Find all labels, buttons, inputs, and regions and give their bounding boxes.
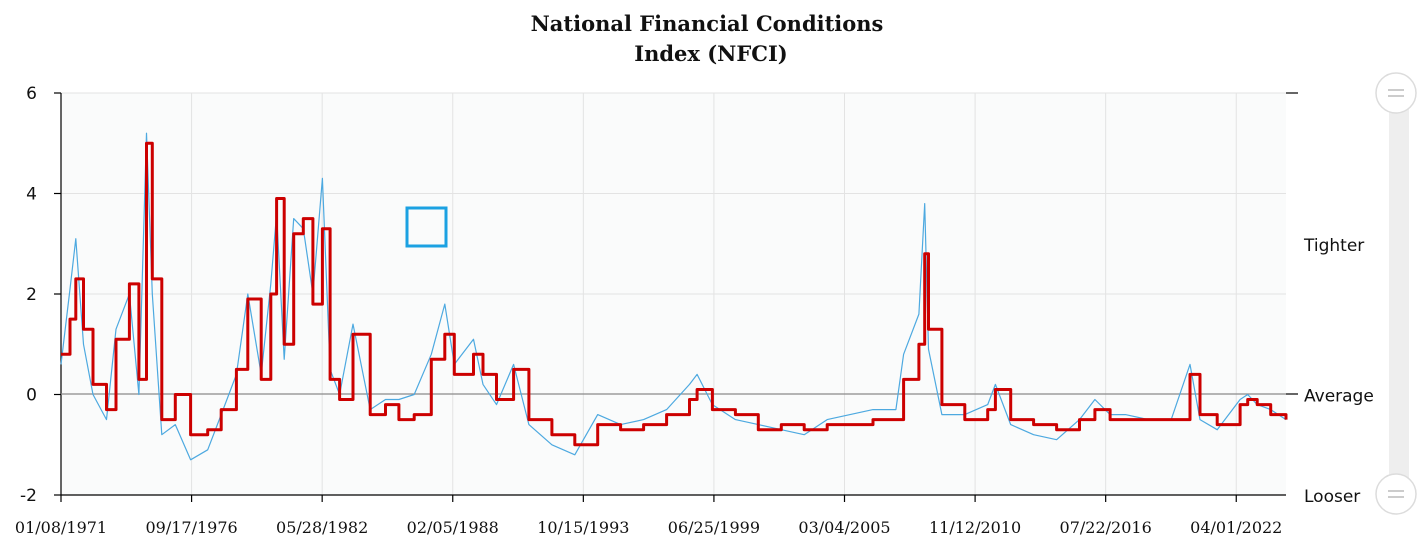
x-tick-label: 02/05/1988: [407, 518, 499, 537]
y-tick-label: 4: [26, 185, 37, 205]
x-tick-label: 10/15/1993: [537, 518, 629, 537]
slider-track[interactable]: [1389, 93, 1409, 495]
y-tick-label: -2: [20, 486, 37, 506]
x-axis-ticks: 01/08/1971 09/17/1976 05/28/1982 02/05/1988…: [15, 495, 1282, 537]
x-tick-label: 06/25/1999: [668, 518, 760, 537]
right-label-looser: Looser: [1304, 487, 1360, 507]
series-line-blue: [60, 132, 1287, 461]
x-tick-label: 09/17/1976: [145, 518, 237, 537]
y-tick-label: 0: [26, 386, 37, 406]
chart-subtitle: Index (NFCI): [634, 41, 787, 66]
series-line-red: [61, 141, 1288, 447]
slider-handle-top[interactable]: [1375, 72, 1417, 114]
legend-marker-box[interactable]: [405, 206, 448, 248]
x-tick-label: 11/12/2010: [929, 518, 1021, 537]
chart-title: National Financial Conditions: [531, 11, 884, 36]
series-layer: [60, 132, 1288, 461]
y-tick-label: 6: [26, 84, 37, 104]
x-tick-label: 05/28/1982: [276, 518, 368, 537]
range-slider[interactable]: [1375, 72, 1417, 515]
x-tick-label: 04/01/2022: [1190, 518, 1282, 537]
right-labels: Tighter Average Looser: [1303, 236, 1374, 507]
x-tick-label: 03/04/2005: [798, 518, 890, 537]
y-axis-ticks: -2 0 2 4 6: [20, 84, 61, 506]
y-tick-label: 2: [26, 285, 37, 305]
right-label-tighter: Tighter: [1303, 236, 1364, 256]
x-tick-label: 07/22/2016: [1060, 518, 1152, 537]
slider-handle-bottom[interactable]: [1375, 473, 1417, 515]
right-label-average: Average: [1304, 387, 1374, 407]
x-tick-label: 01/08/1971: [15, 518, 107, 537]
